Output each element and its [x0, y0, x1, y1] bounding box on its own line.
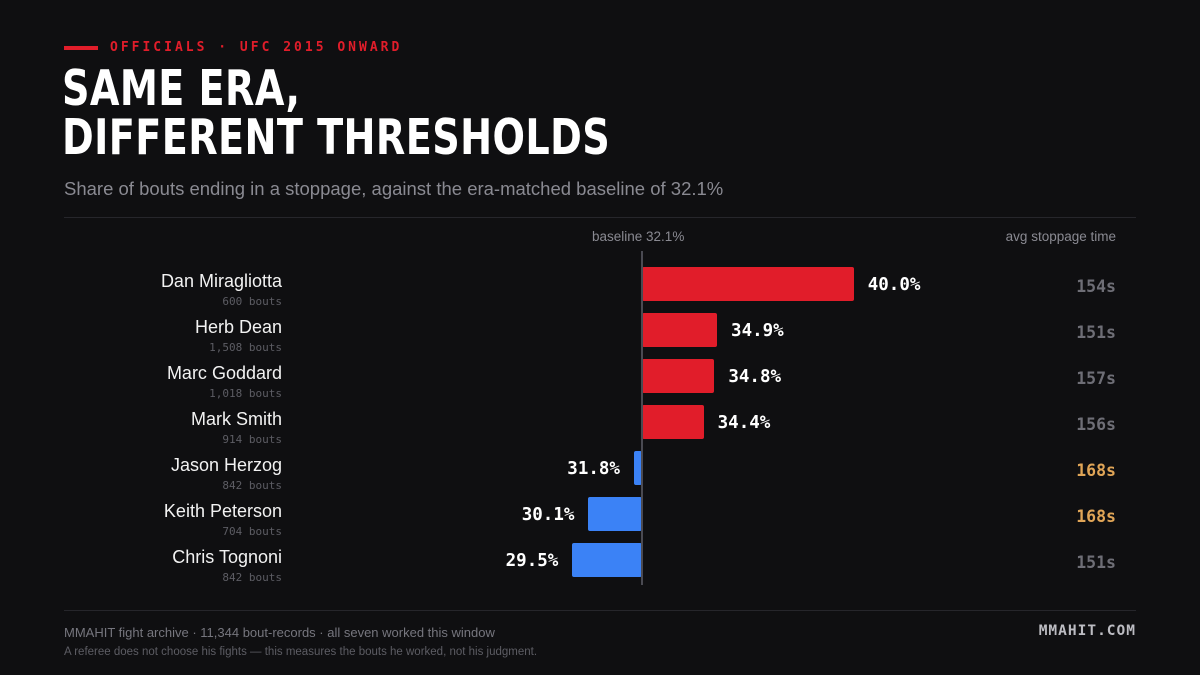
value-label: 34.8%: [728, 367, 782, 387]
stoppage-bar: [642, 405, 704, 439]
chart-row: Jason Herzog 842 bouts 31.8% 168s: [0, 451, 1200, 497]
chart-row: Marc Goddard 1,018 bouts 34.8% 157s: [0, 359, 1200, 405]
bout-count: 704 bouts: [222, 525, 282, 538]
referee-name: Chris Tognoni: [172, 547, 282, 567]
referee-name: Dan Miragliotta: [160, 271, 282, 291]
stoppage-bar: [642, 267, 854, 301]
eyebrow-text: OFFICIALS · UFC 2015 ONWARD: [110, 40, 403, 55]
stoppage-bar: [642, 359, 715, 393]
chart-row: Mark Smith 914 bouts 34.4% 156s: [0, 405, 1200, 451]
avg-stoppage-time: 157s: [1076, 369, 1116, 388]
stoppage-bar: [572, 543, 642, 577]
referee-name: Keith Peterson: [163, 501, 282, 521]
chart-row: Herb Dean 1,508 bouts 34.9% 151s: [0, 313, 1200, 359]
referee-name: Jason Herzog: [170, 455, 282, 475]
eyebrow: OFFICIALS · UFC 2015 ONWARD: [64, 40, 402, 55]
value-label: 31.8%: [567, 459, 620, 479]
bout-count: 842 bouts: [222, 571, 282, 584]
stoppage-bar: [588, 497, 642, 531]
avg-stoppage-time: 154s: [1076, 277, 1116, 296]
baseline-line: [641, 251, 643, 585]
value-label: 40.0%: [867, 275, 921, 295]
footer-note: A referee does not choose his fights — t…: [64, 646, 538, 658]
value-label: 29.5%: [505, 551, 559, 571]
bottom-divider: [64, 610, 1136, 611]
baseline-label: baseline 32.1%: [592, 229, 685, 244]
avg-stoppage-time: 168s: [1076, 507, 1116, 526]
chart-row: Dan Miragliotta 600 bouts 40.0% 154s: [0, 267, 1200, 313]
bout-count: 1,018 bouts: [209, 387, 282, 400]
avg-stoppage-time: 151s: [1076, 553, 1116, 572]
value-label: 34.9%: [731, 321, 784, 341]
stoppage-bar: [633, 451, 642, 485]
brand-logo: MMAHIT.COM: [1038, 623, 1136, 639]
avg-stoppage-time: 151s: [1076, 323, 1116, 342]
referee-name: Marc Goddard: [166, 363, 282, 383]
avg-stoppage-time: 168s: [1076, 461, 1116, 480]
referee-name: Mark Smith: [190, 409, 282, 429]
referee-name: Herb Dean: [194, 317, 282, 337]
bout-count: 600 bouts: [222, 295, 282, 308]
value-label: 34.4%: [717, 413, 771, 433]
footer-source: MMAHIT fight archive · 11,344 bout-recor…: [64, 625, 495, 640]
eyebrow-accent-bar: [64, 45, 98, 50]
page-title: SAME ERA, DIFFERENT THRESHOLDS: [62, 64, 610, 162]
bout-count: 914 bouts: [222, 433, 282, 446]
chart-row: Chris Tognoni 842 bouts 29.5% 151s: [0, 543, 1200, 589]
bout-count: 1,508 bouts: [209, 341, 282, 354]
avg-stoppage-time-header: avg stoppage time: [1005, 229, 1116, 244]
chart-row: Keith Peterson 704 bouts 30.1% 168s: [0, 497, 1200, 543]
bout-count: 842 bouts: [222, 479, 282, 492]
subtitle: Share of bouts ending in a stoppage, aga…: [64, 178, 724, 199]
value-label: 30.1%: [521, 505, 575, 525]
avg-stoppage-time: 156s: [1076, 415, 1116, 434]
title-line-2: DIFFERENT THRESHOLDS: [62, 109, 611, 166]
title-line-1: SAME ERA,: [62, 60, 301, 117]
stoppage-bar: [642, 313, 718, 347]
top-divider: [64, 217, 1136, 218]
